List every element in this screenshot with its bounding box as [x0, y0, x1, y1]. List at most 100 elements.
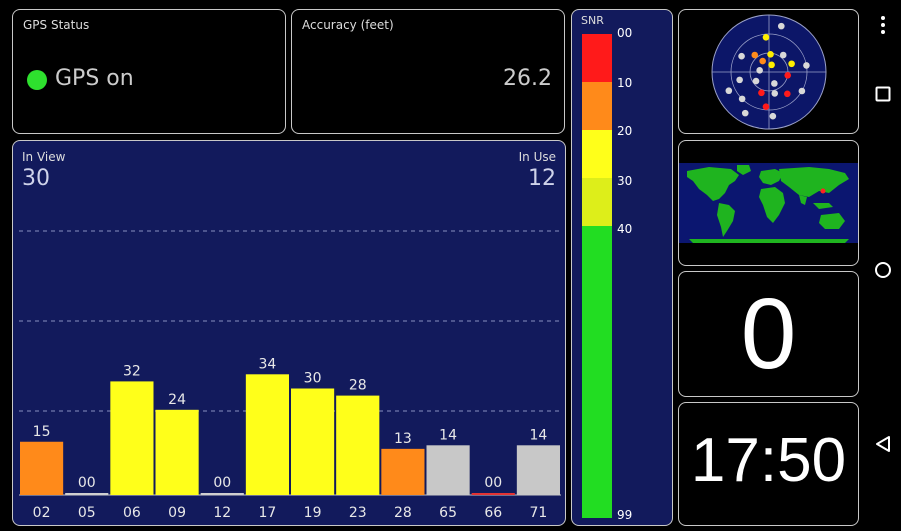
gps-status-text: GPS on — [55, 66, 134, 91]
snr-color-bar — [582, 34, 612, 518]
satellite-dot — [736, 76, 743, 84]
bar-value-label: 00 — [484, 475, 502, 491]
snr-color-segment — [582, 178, 612, 226]
snr-bar — [336, 395, 380, 495]
snr-title: SNR — [581, 14, 604, 27]
snr-bar — [245, 374, 289, 495]
satellite-dot — [803, 62, 810, 69]
time-value: 17:50 — [690, 426, 847, 495]
snr-color-segment — [582, 130, 612, 178]
satellite-bars-panel: 15 02 00 05 32 06 24 09 00 12 34 17 30 19 28 23 13 28 14 65… — [12, 140, 566, 526]
satellite-dot — [768, 61, 775, 69]
count-panel: 0 — [678, 271, 859, 397]
snr-color-segment — [582, 226, 612, 518]
satellite-dot — [738, 52, 745, 60]
satellite-dot — [752, 77, 760, 85]
snr-bar — [200, 493, 244, 495]
snr-bar — [516, 445, 560, 495]
satellite-id-label: 06 — [123, 505, 141, 521]
satellite-dot — [771, 90, 779, 97]
in-view-label: In View — [22, 150, 66, 164]
snr-bar — [426, 445, 470, 495]
satellite-dot — [777, 22, 785, 30]
bar-value-label: 28 — [349, 378, 367, 394]
satellite-id-label: 71 — [530, 505, 548, 521]
world-map — [679, 163, 858, 243]
satellite-dot — [725, 87, 733, 95]
satellite-id-label: 23 — [349, 505, 367, 521]
bar-value-label: 00 — [213, 475, 231, 491]
back-icon[interactable] — [865, 432, 901, 456]
satellite-id-label: 09 — [168, 505, 186, 521]
bar-value-label: 32 — [123, 363, 141, 379]
sky-plot-panel — [678, 9, 859, 134]
bar-value-label: 00 — [78, 475, 96, 491]
bar-value-label: 15 — [33, 424, 51, 440]
recent-apps-icon[interactable] — [865, 82, 901, 106]
in-use-value: 12 — [528, 166, 556, 191]
navigation-bar — [865, 0, 901, 531]
gps-status-title: GPS Status — [23, 18, 90, 32]
snr-tick-label: 30 — [617, 174, 633, 188]
bar-value-label: 24 — [168, 392, 186, 408]
satellite-id-label: 65 — [439, 505, 457, 521]
more-options-icon[interactable] — [865, 12, 901, 38]
snr-tick-label: 40 — [617, 222, 633, 236]
in-use-label: In Use — [518, 150, 556, 164]
snr-bar — [291, 388, 335, 495]
satellite-id-label: 02 — [33, 505, 51, 521]
home-icon[interactable] — [865, 258, 901, 282]
bar-value-label: 13 — [394, 431, 412, 447]
satellite-id-label: 05 — [78, 505, 96, 521]
bar-value-label: 34 — [259, 356, 277, 372]
satellite-dot — [751, 51, 759, 59]
satellite-dot — [784, 90, 791, 98]
satellite-dot — [767, 51, 774, 58]
snr-bar — [65, 493, 109, 495]
gps-status-panel: GPS Status GPS on — [12, 9, 286, 134]
satellite-dot — [771, 80, 778, 87]
satellite-dot — [758, 89, 765, 97]
in-view-value: 30 — [22, 166, 50, 191]
satellite-snr-chart: 15 02 00 05 32 06 24 09 00 12 34 17 30 19 28 23 13 28 14 65… — [19, 230, 561, 521]
sky-plot — [711, 14, 827, 130]
count-value: 0 — [740, 278, 797, 390]
gps-status-dot-icon — [27, 70, 47, 90]
satellite-id-label: 12 — [213, 505, 231, 521]
snr-scale-panel: SNR 00 10 20 30 40 99 — [571, 9, 673, 526]
satellite-dot — [741, 109, 749, 117]
world-map-panel — [678, 140, 859, 266]
snr-tick-label: 99 — [617, 508, 633, 522]
snr-bar — [20, 441, 64, 495]
accuracy-title: Accuracy (feet) — [302, 18, 394, 32]
snr-tick-label: 10 — [617, 76, 633, 90]
snr-bar — [471, 493, 515, 495]
satellite-dot — [762, 33, 770, 41]
accuracy-value: 26.2 — [503, 66, 552, 91]
satellite-dot — [779, 51, 787, 59]
satellite-dot — [769, 112, 777, 120]
snr-bar — [155, 409, 199, 495]
satellite-dot — [762, 103, 770, 111]
satellite-id-label: 17 — [259, 505, 277, 521]
snr-color-segment — [582, 34, 612, 82]
satellite-dot — [759, 57, 766, 65]
satellite-dot — [798, 87, 806, 95]
satellite-id-label: 66 — [484, 505, 502, 521]
satellite-id-label: 28 — [394, 505, 412, 521]
snr-bar — [381, 448, 425, 495]
bar-value-label: 30 — [304, 371, 322, 387]
bar-value-label: 14 — [439, 427, 457, 443]
snr-tick-label: 00 — [617, 26, 633, 40]
snr-bar — [110, 381, 154, 495]
snr-color-segment — [582, 82, 612, 130]
snr-tick-label: 20 — [617, 124, 633, 138]
satellite-dot — [756, 67, 763, 74]
satellite-dot — [788, 60, 795, 68]
time-panel: 17:50 — [678, 402, 859, 526]
satellite-dot — [784, 71, 792, 79]
bar-value-label: 14 — [530, 427, 548, 443]
location-marker-icon — [820, 188, 826, 194]
accuracy-panel: Accuracy (feet) 26.2 — [291, 9, 565, 134]
satellite-id-label: 19 — [304, 505, 322, 521]
